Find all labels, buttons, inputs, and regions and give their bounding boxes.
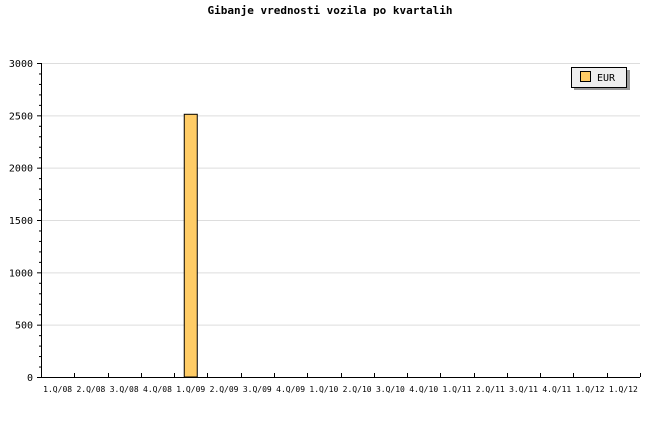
y-tick-label: 2000 [9,164,33,175]
x-tick-label: 2.Q/10 [343,385,372,394]
x-tick-label: 1.Q/12 [576,385,605,394]
y-tick-label: 1000 [9,268,33,279]
x-tick-label: 3.Q/11 [509,385,538,394]
x-tick-label: 1.Q/11 [443,385,472,394]
bar [183,113,198,378]
x-tick-label: 1.Q/09 [176,385,205,394]
y-tick-label: 0 [27,373,33,384]
x-tick-label: 2.Q/09 [210,385,239,394]
x-tick-label: 3.Q/09 [243,385,272,394]
x-tick-label: 2.Q/11 [476,385,505,394]
y-tick-label: 500 [15,321,33,332]
legend-swatch [580,71,591,82]
x-tick-label: 1.Q/12 [609,385,638,394]
x-tick-label: 2.Q/08 [76,385,105,394]
x-tick-label: 1.Q/08 [43,385,72,394]
y-tick-label: 2500 [9,111,33,122]
x-tick-label: 4.Q/08 [143,385,172,394]
x-tick-label: 4.Q/11 [542,385,571,394]
y-tick-label: 3000 [9,59,33,70]
x-tick-label: 4.Q/10 [409,385,438,394]
legend-label: EUR [597,73,616,84]
x-tick-label: 3.Q/08 [110,385,139,394]
chart-title: Gibanje vrednosti vozila po kvartalih [207,4,453,17]
x-tick-label: 4.Q/09 [276,385,305,394]
y-tick-label: 1500 [9,216,33,227]
x-tick-label: 1.Q/10 [309,385,338,394]
x-tick-label: 3.Q/10 [376,385,405,394]
